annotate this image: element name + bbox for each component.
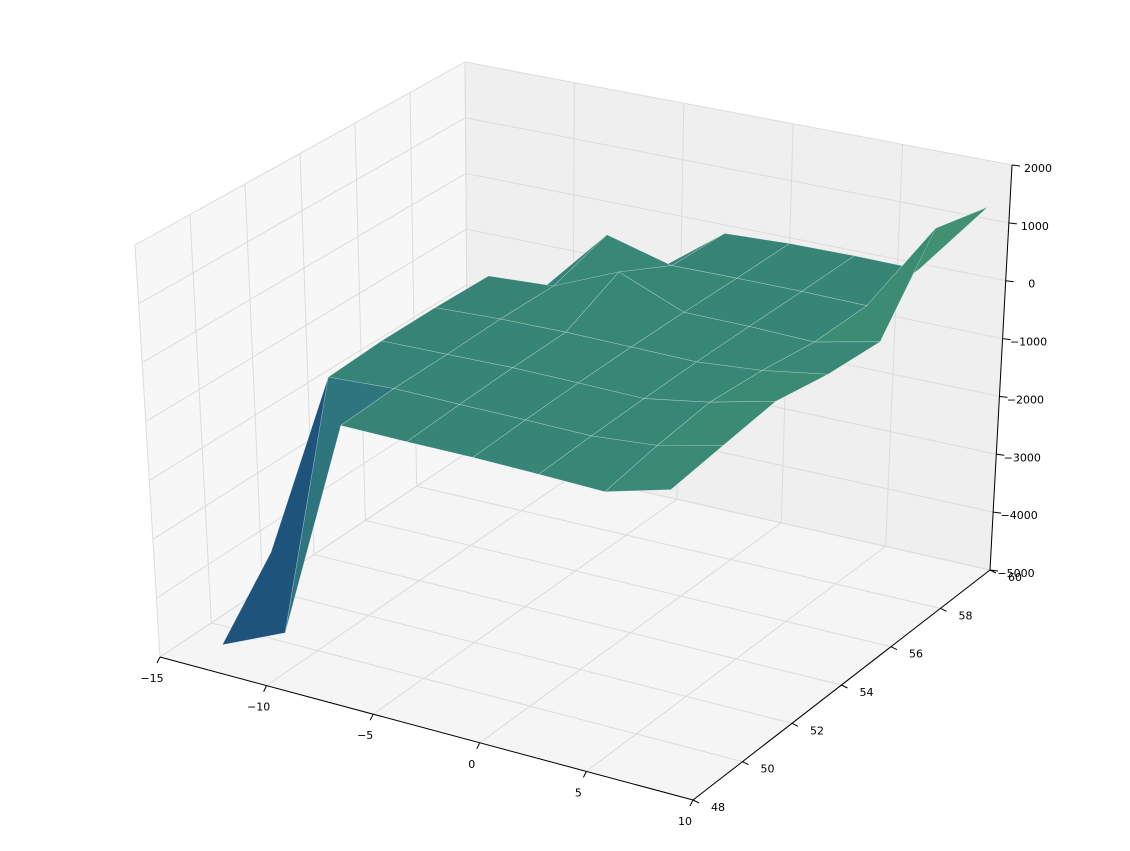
tick-mark: [989, 569, 999, 572]
y-tick-label: 50: [761, 763, 775, 776]
y-tick-label: 52: [810, 724, 824, 737]
x-tick-label: 10: [678, 815, 692, 828]
y-axis-line: [692, 569, 991, 801]
x-axis-line: [159, 656, 694, 801]
tick-mark: [263, 685, 268, 692]
z-tick-label: −1000: [1010, 336, 1047, 349]
grid-line: [138, 117, 466, 305]
y-tick-label: 56: [909, 648, 923, 661]
z-tick-label: −2000: [1007, 393, 1044, 406]
grid-line: [313, 554, 842, 686]
z-tick-label: 0: [1028, 278, 1035, 291]
grid-line: [141, 172, 467, 364]
floor-pane: [160, 452, 990, 800]
grid-line: [416, 485, 941, 609]
tick-mark: [841, 684, 848, 689]
tick-mark: [742, 761, 749, 766]
y-tick-label: 54: [860, 686, 874, 699]
grid-line: [211, 622, 743, 763]
grid-line: [365, 519, 892, 648]
grid-line: [354, 122, 366, 521]
surface-cell: [604, 445, 725, 493]
x-tick-label: 0: [468, 758, 475, 771]
grid-line: [465, 117, 1009, 224]
tick-mark: [476, 742, 481, 750]
grid-line: [145, 228, 467, 423]
grid-line: [244, 183, 264, 589]
grid-line: [262, 588, 793, 724]
z-tick-label: 2000: [1024, 162, 1052, 175]
tick-mark: [156, 656, 161, 664]
y-tick-label: 58: [959, 609, 973, 622]
tick-mark: [1011, 164, 1021, 167]
tick-mark: [993, 511, 1002, 514]
tick-mark: [890, 646, 898, 651]
x-tick-label: 5: [575, 786, 582, 799]
grid-line: [464, 61, 1013, 166]
grid-line: [159, 451, 469, 658]
tick-mark: [999, 395, 1008, 398]
y-tick-label: 60: [1008, 571, 1022, 584]
surface-cell: [656, 400, 777, 446]
x-tick-label: −10: [247, 701, 270, 714]
tick-mark: [689, 799, 694, 807]
tick-mark: [369, 713, 374, 721]
z-tick-label: −5000: [997, 567, 1034, 580]
x-tick-label: −15: [140, 672, 163, 685]
x-tick-label: −5: [357, 729, 373, 742]
grid-line: [134, 244, 161, 658]
grid-line: [885, 144, 904, 547]
z-tick-label: −4000: [1001, 509, 1038, 522]
grid-line: [134, 61, 466, 246]
left-pane: [135, 62, 468, 657]
grid-line: [189, 214, 212, 623]
z-axis-line: [989, 164, 1013, 571]
tick-mark: [692, 799, 700, 804]
tick-mark: [582, 771, 587, 778]
tick-mark: [996, 453, 1005, 456]
z-tick-label: 1000: [1021, 220, 1049, 233]
tick-mark: [940, 607, 947, 612]
tick-mark: [791, 722, 799, 727]
z-tick-label: −3000: [1004, 451, 1041, 464]
tick-mark: [1005, 280, 1014, 283]
tick-mark: [1002, 338, 1011, 341]
y-tick-label: 48: [711, 801, 725, 814]
tick-mark: [1008, 222, 1017, 225]
grid-line: [149, 284, 467, 481]
